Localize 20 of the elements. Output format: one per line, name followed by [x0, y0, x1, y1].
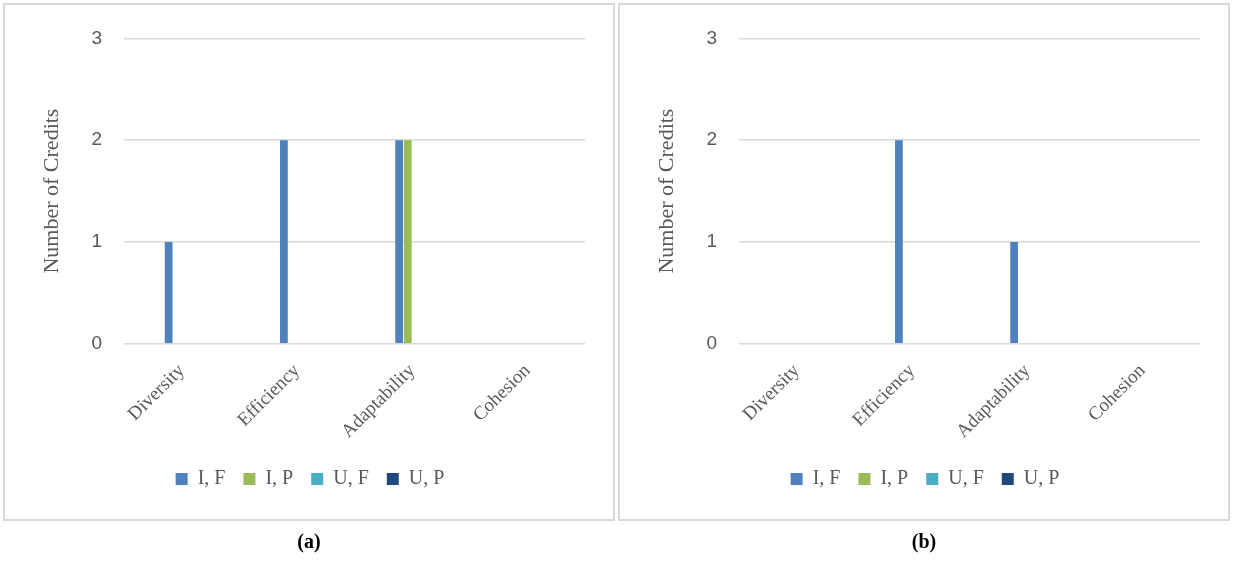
y-tick-label: 1: [91, 230, 102, 252]
y-tick-label: 0: [91, 331, 102, 353]
legend-label: I, P: [265, 466, 294, 489]
y-tick-label: 3: [706, 26, 717, 48]
y-tick-label: 2: [91, 128, 102, 150]
y-tick-label: 0: [706, 331, 717, 353]
text: (b): [910, 530, 938, 553]
legend-label: I, F: [812, 466, 841, 489]
legend-label: I, P: [880, 466, 909, 489]
y-tick-label: 3: [91, 26, 102, 48]
legend-label: U, P: [408, 466, 445, 489]
legend-label: U, F: [333, 466, 369, 489]
legend-label: U, P: [1023, 466, 1060, 489]
y-axis-title: Number of Credits: [37, 108, 63, 274]
legend-label: U, F: [948, 466, 984, 489]
y-tick-label: 2: [706, 128, 717, 150]
y-tick-label: 1: [706, 230, 717, 252]
text: (a): [296, 530, 322, 553]
y-axis-title: Number of Credits: [652, 108, 678, 274]
legend-label: I, F: [197, 466, 226, 489]
